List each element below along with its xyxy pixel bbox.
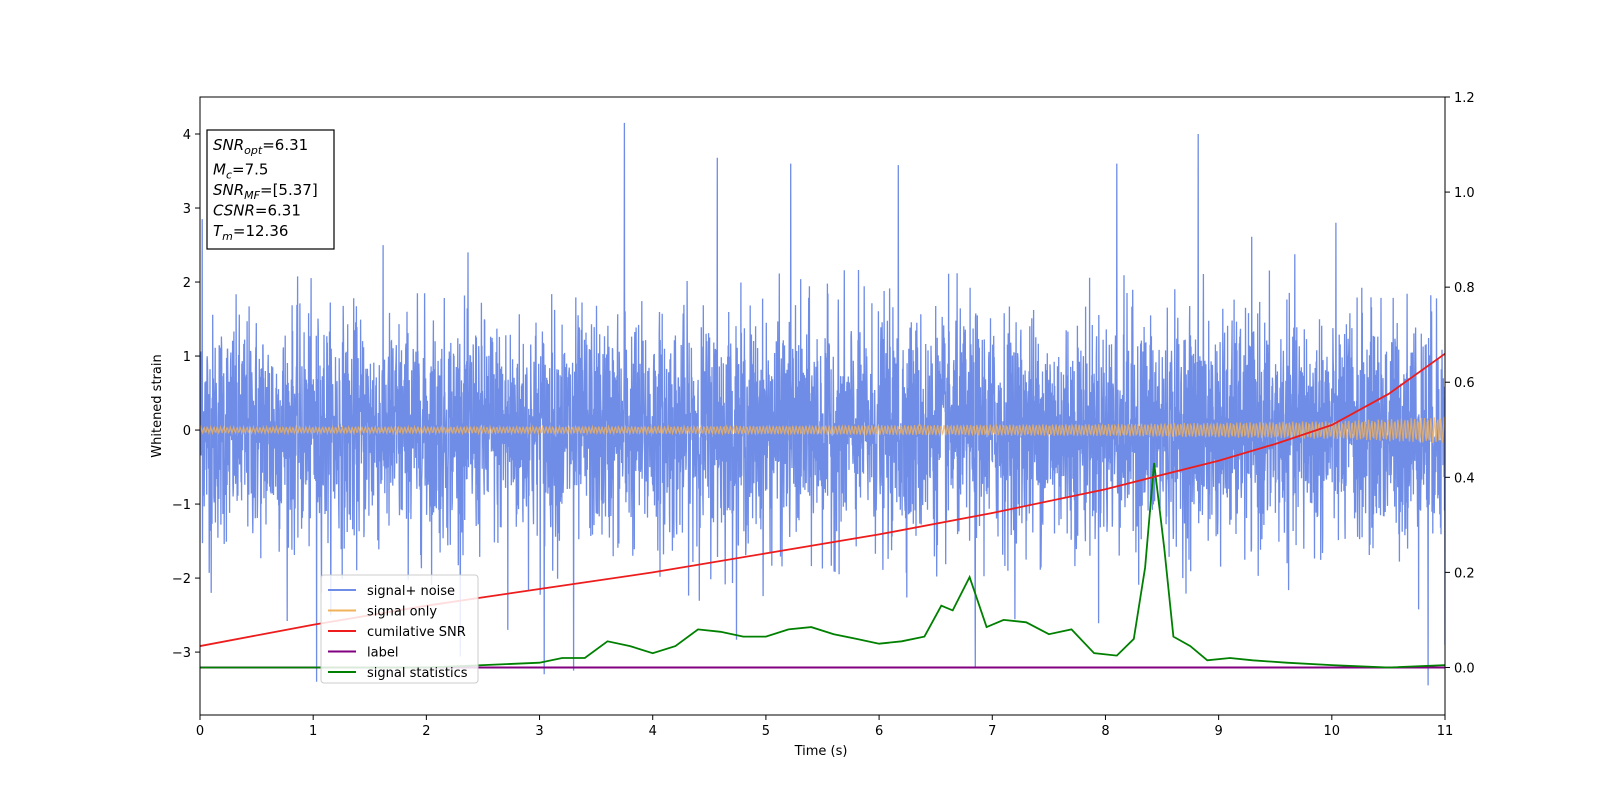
y2-axis: 0.0 0.2 0.4 0.6 0.8 1.0 1.2 xyxy=(1445,91,1475,676)
y2-tick-label: 0.8 xyxy=(1454,281,1475,296)
legend-label: signal statistics xyxy=(367,666,468,681)
y-tick-label: −2 xyxy=(172,572,191,587)
y2-tick-label: 0.2 xyxy=(1454,566,1475,581)
plot-frame xyxy=(199,96,1446,716)
legend-label: label xyxy=(367,646,398,661)
x-tick-label: 3 xyxy=(535,724,543,739)
x-tick-label: 8 xyxy=(1101,724,1109,739)
legend-label: signal only xyxy=(367,605,437,620)
info-line: SNRopt=6.31 xyxy=(213,136,308,157)
y-tick-label: 3 xyxy=(183,202,191,217)
y-tick-label: 0 xyxy=(183,424,191,439)
y2-tick-label: 0.0 xyxy=(1454,661,1475,676)
legend: signal+ noise signal only cumilative SNR la… xyxy=(320,574,479,684)
x-tick-label: 2 xyxy=(422,724,430,739)
y-tick-label: 1 xyxy=(183,350,191,365)
y-tick-label: −3 xyxy=(172,646,191,661)
x-axis: 0 1 2 3 4 5 6 7 8 9 10 11 xyxy=(196,715,1453,739)
y2-tick-label: 1.0 xyxy=(1454,186,1475,201)
x-tick-label: 11 xyxy=(1437,724,1454,739)
info-line: Mc=7.5 xyxy=(213,161,268,182)
y2-tick-label: 0.6 xyxy=(1454,376,1475,391)
legend-label: signal+ noise xyxy=(367,584,455,599)
info-line: Tm=12.36 xyxy=(213,222,288,243)
x-tick-label: 6 xyxy=(875,724,883,739)
signal-statistics-line xyxy=(200,462,1445,669)
signal-noise-line xyxy=(200,122,1445,686)
x-tick-label: 10 xyxy=(1324,724,1341,739)
x-tick-label: 9 xyxy=(1214,724,1222,739)
y2-tick-label: 0.4 xyxy=(1454,471,1475,486)
x-axis-label: Time (s) xyxy=(794,744,848,759)
y-tick-label: 4 xyxy=(183,128,191,143)
y-axis: −3 −2 −1 0 1 2 3 4 xyxy=(172,128,200,661)
x-tick-label: 5 xyxy=(762,724,770,739)
x-tick-label: 4 xyxy=(649,724,657,739)
x-tick-label: 0 xyxy=(196,724,204,739)
x-tick-label: 7 xyxy=(988,724,996,739)
x-tick-label: 1 xyxy=(309,724,317,739)
y2-tick-label: 1.2 xyxy=(1454,91,1475,106)
y-axis-label: Whitened strain xyxy=(150,354,165,457)
y-tick-label: 2 xyxy=(183,276,191,291)
info-line: CSNR=6.31 xyxy=(213,202,301,220)
legend-label: cumilative SNR xyxy=(367,625,466,640)
info-line: SNRMF=[5.37] xyxy=(213,181,318,202)
signal-only-line xyxy=(200,416,1445,443)
y-tick-label: −1 xyxy=(172,498,191,513)
